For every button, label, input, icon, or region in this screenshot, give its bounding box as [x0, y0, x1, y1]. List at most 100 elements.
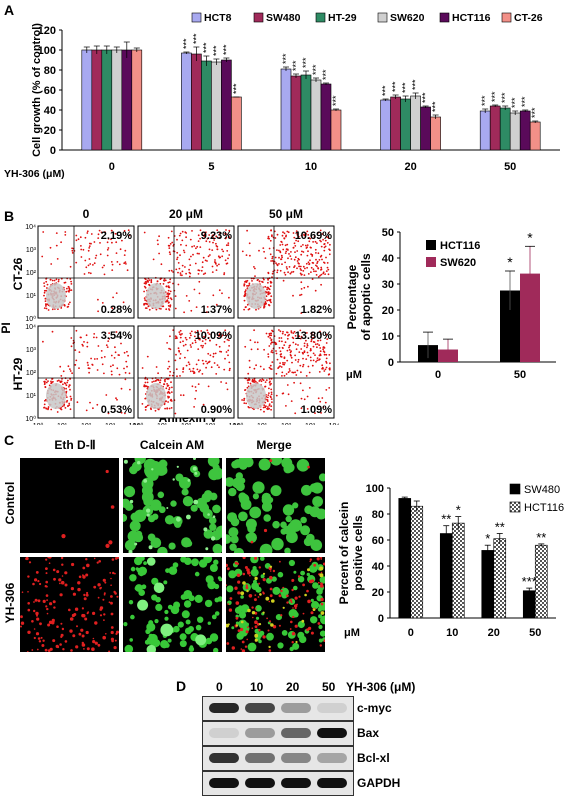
panel-a-xprefix: YH-306 (μM) [4, 168, 65, 180]
significance-stars: *** [211, 45, 221, 56]
y-tick-label-1: 10 [382, 331, 394, 343]
bar-HCT116-10 [320, 83, 332, 151]
bar-CT-26-20 [430, 116, 441, 151]
bar-SW620-0 [111, 49, 123, 151]
y-tick-label-2: 40 [44, 105, 56, 117]
ethd-yh306-image [20, 555, 120, 653]
bar-SW620-10 [310, 79, 322, 151]
bar-SW620-50 [509, 112, 521, 151]
bar-SW480-0 [91, 49, 103, 151]
band-Bcl-xl-20 [281, 753, 311, 763]
y-axis-title-2: positive cells [351, 515, 365, 591]
y-tick-label-0: 0 [378, 613, 384, 625]
facs-x-tick: 10³ [105, 423, 116, 425]
legend-swatch-SW480 [509, 483, 521, 495]
panel-b-label: B [4, 208, 15, 224]
legend-swatch-SW480 [253, 12, 264, 23]
x-tick-label-3: 20 [404, 161, 416, 173]
bar-CT-26-10 [330, 109, 342, 151]
facs-y-tick: 10⁴ [25, 224, 36, 231]
lane-label-20: 20 [286, 680, 300, 694]
x-tick-label-0: 0 [408, 627, 414, 639]
facs-live-cluster [46, 283, 66, 309]
y-axis-title-2: of apoptic cells [359, 253, 373, 341]
x-tick-label-1: 50 [514, 369, 526, 381]
legend-swatch-HCT116 [439, 12, 450, 23]
facs-upper-percent: 3.54% [101, 330, 132, 342]
panel-c-col-title-2: Calcein AM [139, 438, 205, 452]
bar-HCT116-20 [493, 538, 507, 619]
legend-label-HT-29: HT-29 [328, 12, 357, 24]
panel-b-chart: 0 10 20 30 40 50 Percentage of apoptic cells μM 0… [345, 227, 556, 381]
panel-c-label: C [4, 432, 15, 448]
bar-HCT116-50 [519, 110, 531, 151]
facs-y-tick: 10³ [26, 247, 37, 254]
facs-live-cluster [246, 283, 266, 309]
legend-swatch-HT-29 [315, 12, 326, 23]
merge-control-image [221, 453, 327, 559]
band-Bcl-xl-50 [317, 753, 347, 763]
panel-c-col-title-3: Merge [256, 438, 292, 452]
band-c-myc-50 [317, 703, 347, 713]
y-tick-label-5: 100 [366, 483, 384, 495]
band-Bax-20 [281, 728, 311, 738]
facs-col-title-1: 20 μM [169, 207, 203, 221]
facs-x-tick: 10⁰ [33, 422, 44, 425]
bar-HCT116-20 [420, 106, 431, 151]
facs-live-cluster [46, 383, 66, 409]
x-tick-label-0: 0 [109, 161, 115, 173]
significance-stars: *** [221, 44, 231, 55]
significance-stars: *** [291, 60, 301, 71]
facs-lower-percent: 1.37% [201, 304, 232, 316]
x-prefix: μM [344, 627, 360, 639]
y-tick-label-1: 20 [44, 125, 56, 137]
facs-y-tick: 10² [26, 370, 37, 377]
bar-HCT116-5 [221, 59, 232, 151]
protein-label-bax: Bax [357, 726, 380, 740]
bar-CT-26-5 [231, 96, 242, 151]
y-tick-label-2: 40 [372, 561, 384, 573]
bar-SW480-5 [191, 53, 202, 151]
y-tick-label-4: 80 [372, 509, 384, 521]
facs-lower-percent: 1.09% [301, 404, 332, 416]
band-GAPDH-10 [245, 778, 275, 788]
significance-stars: * [456, 503, 461, 518]
bar-HCT116-50 [500, 290, 520, 362]
y-tick-label-3: 30 [382, 279, 394, 291]
bar-SW620-5 [211, 61, 222, 151]
y-tick-label-4: 80 [44, 65, 56, 77]
y-tick-label-3: 60 [44, 85, 56, 97]
blot-row-bclxl [202, 746, 354, 771]
facs-x-tick: 10⁴ [229, 423, 240, 425]
bar-HT-29-10 [300, 74, 312, 151]
bar-CT-26-50 [529, 121, 541, 151]
x-tick-label-1: 10 [446, 627, 458, 639]
blot-row-bax [202, 721, 354, 746]
facs-x-tick: 10¹ [257, 423, 268, 425]
legend-swatch-CT-26 [501, 12, 512, 23]
significance-stars: *** [401, 82, 411, 93]
facs-y-axis-title: PI [0, 322, 13, 333]
lane-label-10: 10 [250, 680, 264, 694]
bar-HT-29-20 [400, 98, 411, 151]
significance-stars: *** [231, 83, 241, 94]
significance-stars: *** [431, 101, 441, 112]
significance-stars: *** [281, 53, 291, 64]
x-tick-label-3: 50 [529, 627, 541, 639]
significance-stars: *** [191, 33, 201, 44]
y-axis-title-1: Percent of calcein [337, 502, 351, 605]
legend-swatch-HCT116 [509, 501, 521, 513]
legend-swatch-SW620 [377, 12, 388, 23]
band-Bcl-xl-0 [209, 753, 239, 763]
protein-label-bclxl: Bcl-xl [357, 751, 390, 765]
band-c-myc-20 [281, 703, 311, 713]
bar-SW480-20 [481, 550, 495, 619]
x-tick-label-2: 20 [488, 627, 500, 639]
bar-SW620-20 [410, 95, 421, 151]
significance-stars: *** [311, 64, 321, 75]
x-tick-label-2: 10 [305, 161, 317, 173]
facs-x-tick: 10³ [205, 423, 216, 425]
protein-label-gapdh: GAPDH [357, 776, 401, 790]
